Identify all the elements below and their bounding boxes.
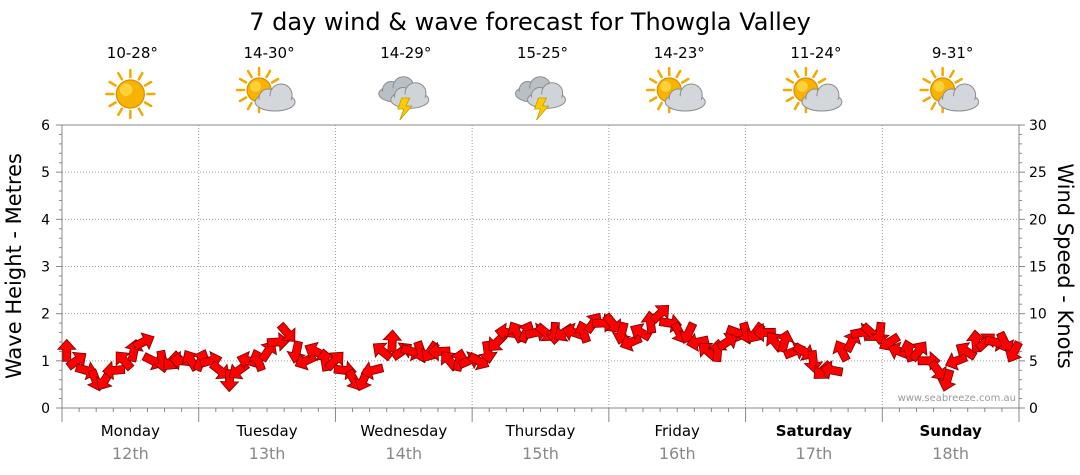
- day-date: 17th: [796, 444, 833, 463]
- day-date: 14th: [385, 444, 422, 463]
- wind-point: [478, 340, 498, 364]
- y-tick-left: 2: [41, 307, 50, 323]
- sun-icon: [105, 68, 156, 120]
- day-name: Wednesday: [360, 422, 447, 440]
- day-temp: 14-29°: [380, 44, 431, 62]
- y-tick-right: 0: [1029, 401, 1038, 417]
- wind-point: [715, 332, 738, 352]
- day-date: 12th: [112, 444, 149, 463]
- day-temp: 9-31°: [932, 44, 974, 62]
- day-date: 15th: [522, 444, 559, 463]
- thunderstorm-icon: [515, 76, 566, 121]
- day-temp: 14-30°: [244, 44, 295, 62]
- y-tick-left: 3: [41, 260, 50, 276]
- wind-point: [686, 332, 710, 353]
- y-axis-left-title: Wave Height - Metres: [2, 153, 26, 379]
- day-date: 13th: [249, 444, 286, 463]
- y-tick-left: 4: [41, 212, 50, 228]
- y-tick-left: 6: [41, 118, 50, 134]
- day-temp: 14-23°: [654, 44, 705, 62]
- wind-point: [102, 360, 126, 381]
- wind-point: [266, 332, 290, 352]
- day-name: Thursday: [505, 422, 576, 440]
- wind-point: [927, 359, 947, 381]
- wind-point: [372, 342, 394, 362]
- y-tick-left: 1: [41, 354, 50, 370]
- day-name: Friday: [654, 422, 700, 440]
- wind-point: [382, 329, 403, 353]
- wind-point: [294, 352, 318, 371]
- wind-point: [276, 321, 296, 343]
- y-tick-right: 30: [1029, 118, 1047, 134]
- y-tick-left: 0: [41, 401, 50, 417]
- y-tick-right: 5: [1029, 354, 1038, 370]
- wind-point: [132, 332, 155, 351]
- wind-point: [945, 352, 969, 371]
- wind-series: [56, 304, 1023, 393]
- axes: 0 1 2 3 4 5 6 0 5 10 15 20 25 30: [41, 118, 1047, 422]
- day-date: 18th: [932, 444, 969, 463]
- weather-icons: [105, 66, 980, 121]
- wind-point: [324, 351, 344, 372]
- wind-point: [908, 341, 928, 363]
- watermark: www.seabreeze.com.au: [898, 393, 1016, 404]
- wind-point: [619, 333, 643, 352]
- wind-point: [955, 342, 978, 361]
- wind-point: [649, 304, 670, 325]
- partly-cloudy-icon: [782, 66, 843, 114]
- wind-point: [56, 338, 77, 362]
- chart-title: 7 day wind & wave forecast for Thowgla V…: [249, 8, 811, 36]
- gridlines: [62, 125, 1019, 408]
- day-temp: 11-24°: [790, 44, 841, 62]
- y-tick-right: 20: [1029, 212, 1047, 228]
- wind-point: [360, 361, 385, 381]
- day-name: Tuesday: [236, 422, 298, 440]
- wind-point: [996, 330, 1015, 354]
- wind-point: [208, 360, 230, 380]
- day-labels: 10-28° Monday 12th 14-30° Tuesday 13th 14-29° W…: [101, 44, 982, 463]
- y-axis-right-title: Wind Speed - Knots: [1053, 163, 1077, 368]
- wind-point: [1004, 340, 1023, 363]
- partly-cloudy-icon: [235, 66, 296, 114]
- wind-point: [752, 322, 776, 343]
- y-tick-right: 10: [1029, 307, 1047, 323]
- day-date: 16th: [659, 444, 696, 463]
- wind-point: [427, 341, 451, 362]
- wind-point: [219, 369, 240, 393]
- partly-cloudy-icon: [919, 66, 980, 114]
- wind-point: [602, 312, 621, 333]
- y-tick-right: 25: [1029, 165, 1047, 181]
- day-name: Saturday: [776, 422, 853, 440]
- wind-point: [937, 368, 957, 392]
- day-name: Monday: [101, 422, 160, 440]
- partly-cloudy-icon: [645, 66, 706, 114]
- wind-point: [819, 360, 844, 380]
- wind-point: [803, 349, 824, 374]
- y-tick-left: 5: [41, 165, 50, 181]
- wind-point: [630, 323, 653, 342]
- day-temp: 15-25°: [517, 44, 568, 62]
- thunderstorm-icon: [378, 76, 430, 121]
- day-temp: 10-28°: [107, 44, 158, 62]
- y-tick-right: 15: [1029, 260, 1047, 276]
- day-name: Sunday: [919, 422, 982, 440]
